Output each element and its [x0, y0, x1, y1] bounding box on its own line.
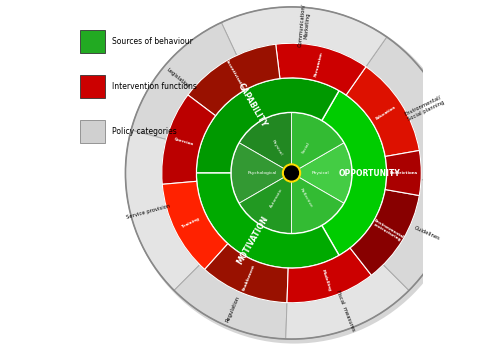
Wedge shape: [162, 95, 216, 184]
Text: Physical: Physical: [312, 171, 329, 175]
Wedge shape: [196, 173, 339, 268]
Text: Incentivisation: Incentivisation: [225, 60, 246, 92]
Wedge shape: [366, 37, 458, 182]
Wedge shape: [385, 151, 422, 195]
FancyBboxPatch shape: [80, 120, 104, 143]
Text: MOTIVATION: MOTIVATION: [235, 215, 270, 266]
Text: Environmental
restructuring: Environmental restructuring: [371, 218, 405, 244]
Wedge shape: [204, 244, 288, 303]
Wedge shape: [292, 173, 344, 234]
FancyBboxPatch shape: [80, 30, 104, 53]
Wedge shape: [346, 67, 420, 156]
Text: Persuasion: Persuasion: [314, 51, 324, 77]
Wedge shape: [292, 143, 352, 203]
Text: Physical: Physical: [271, 139, 283, 157]
Wedge shape: [126, 130, 200, 290]
Text: Training: Training: [182, 217, 201, 229]
Text: Social: Social: [301, 142, 311, 155]
Wedge shape: [231, 143, 292, 203]
Text: Guidelines: Guidelines: [413, 225, 440, 241]
Text: Modelling: Modelling: [321, 268, 332, 291]
Text: Environmental/
Social planning: Environmental/ Social planning: [404, 94, 445, 122]
Text: OPPORTUNITY: OPPORTUNITY: [338, 169, 400, 177]
Text: Regulation: Regulation: [224, 295, 240, 322]
Circle shape: [282, 164, 300, 182]
Text: Service provision: Service provision: [126, 203, 171, 220]
Wedge shape: [239, 173, 292, 234]
Text: Education: Education: [376, 104, 398, 120]
Circle shape: [126, 8, 462, 344]
Text: Enablement: Enablement: [242, 263, 256, 291]
Wedge shape: [188, 44, 280, 116]
Wedge shape: [131, 22, 236, 139]
Wedge shape: [276, 43, 366, 95]
FancyBboxPatch shape: [80, 75, 104, 98]
Text: CAPABILITY: CAPABILITY: [236, 82, 269, 129]
Text: Sources of behaviour: Sources of behaviour: [112, 37, 192, 46]
Text: Fiscal  measures: Fiscal measures: [336, 289, 356, 332]
Wedge shape: [384, 180, 458, 290]
Text: Intervention functions: Intervention functions: [112, 82, 196, 91]
Wedge shape: [162, 181, 228, 270]
Text: Communication/
Marketing: Communication/ Marketing: [297, 3, 312, 48]
Text: Legislation: Legislation: [166, 67, 190, 89]
Wedge shape: [196, 78, 339, 173]
Wedge shape: [287, 248, 372, 303]
Wedge shape: [222, 7, 387, 67]
Text: Policy categories: Policy categories: [112, 127, 176, 136]
Text: Psychological: Psychological: [248, 171, 278, 175]
Wedge shape: [292, 112, 344, 173]
Wedge shape: [174, 265, 287, 339]
Wedge shape: [350, 190, 420, 275]
Wedge shape: [239, 112, 292, 173]
Wedge shape: [322, 91, 386, 255]
Wedge shape: [286, 265, 409, 339]
Text: Restrictions: Restrictions: [390, 171, 418, 175]
Text: Automatic: Automatic: [270, 187, 284, 209]
Text: Coercion: Coercion: [173, 137, 194, 147]
Text: Reflective: Reflective: [298, 188, 313, 208]
Circle shape: [284, 166, 298, 180]
